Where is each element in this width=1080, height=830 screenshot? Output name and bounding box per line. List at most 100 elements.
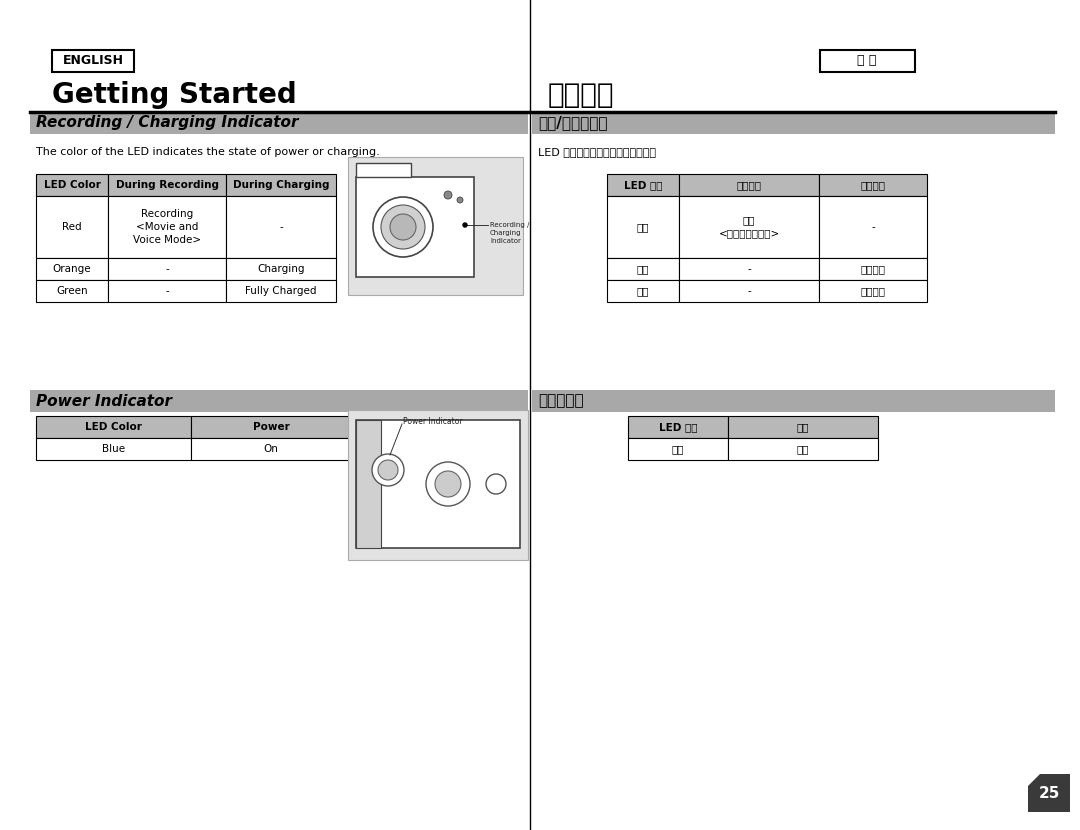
Text: LED Color: LED Color xyxy=(43,180,100,190)
Bar xyxy=(728,416,878,438)
Bar xyxy=(191,416,351,438)
Bar xyxy=(607,280,679,302)
Bar xyxy=(36,416,191,438)
Text: 紅色: 紅色 xyxy=(637,222,649,232)
Text: -: - xyxy=(279,222,283,232)
Bar xyxy=(226,196,336,258)
Bar xyxy=(108,174,226,196)
Bar xyxy=(36,258,108,280)
Text: 藍色: 藍色 xyxy=(672,444,685,454)
Text: 錄製期間: 錄製期間 xyxy=(737,180,761,190)
Text: -: - xyxy=(872,222,875,232)
Text: 臺 灣: 臺 灣 xyxy=(858,55,877,67)
Circle shape xyxy=(378,460,399,480)
Text: Orange: Orange xyxy=(53,264,92,274)
Bar xyxy=(356,177,474,277)
Text: Recording
<Movie and
Voice Mode>: Recording <Movie and Voice Mode> xyxy=(133,209,201,245)
Circle shape xyxy=(373,197,433,257)
Text: 充電期間: 充電期間 xyxy=(861,180,886,190)
Text: Blue: Blue xyxy=(102,444,125,454)
Text: Fully Charged: Fully Charged xyxy=(245,286,316,296)
Text: 綠色: 綠色 xyxy=(637,286,649,296)
Bar xyxy=(820,50,915,72)
Text: Power: Power xyxy=(253,422,289,432)
Circle shape xyxy=(381,205,426,249)
Bar xyxy=(819,280,927,302)
Text: During Recording: During Recording xyxy=(116,180,218,190)
Bar xyxy=(532,390,1055,412)
Bar xyxy=(348,410,528,560)
Bar xyxy=(36,438,191,460)
Text: LED Color: LED Color xyxy=(85,422,141,432)
Text: Red: Red xyxy=(63,222,82,232)
Text: The color of the LED indicates the state of power or charging.: The color of the LED indicates the state… xyxy=(36,147,380,157)
Text: -: - xyxy=(747,286,751,296)
Text: -: - xyxy=(165,264,168,274)
Text: Getting Started: Getting Started xyxy=(52,81,297,109)
Bar xyxy=(30,390,528,412)
Bar xyxy=(30,112,528,134)
Bar xyxy=(356,420,519,548)
Bar xyxy=(607,258,679,280)
Bar xyxy=(607,196,679,258)
Bar xyxy=(532,112,1055,134)
Circle shape xyxy=(435,471,461,497)
Bar xyxy=(226,174,336,196)
Bar xyxy=(36,174,108,196)
Bar xyxy=(627,438,728,460)
Circle shape xyxy=(457,197,463,203)
Text: Power Indicator: Power Indicator xyxy=(36,393,172,408)
Bar xyxy=(356,420,381,548)
Text: Recording / Charging Indicator: Recording / Charging Indicator xyxy=(36,115,298,130)
Bar xyxy=(679,258,819,280)
Text: 使用入門: 使用入門 xyxy=(548,81,615,109)
Text: -: - xyxy=(165,286,168,296)
Text: 橙色: 橙色 xyxy=(637,264,649,274)
Text: During Charging: During Charging xyxy=(233,180,329,190)
Bar xyxy=(36,196,108,258)
Bar xyxy=(108,280,226,302)
Text: LED 顏色: LED 顏色 xyxy=(659,422,698,432)
Circle shape xyxy=(444,191,453,199)
Circle shape xyxy=(426,462,470,506)
Text: 25: 25 xyxy=(1038,785,1059,800)
Bar xyxy=(679,196,819,258)
Bar xyxy=(226,258,336,280)
Bar xyxy=(108,196,226,258)
Text: 錄製/充電指示器: 錄製/充電指示器 xyxy=(538,115,607,130)
Circle shape xyxy=(372,454,404,486)
Text: 完全充電: 完全充電 xyxy=(861,286,886,296)
Bar xyxy=(819,258,927,280)
Circle shape xyxy=(463,223,467,227)
Text: Green: Green xyxy=(56,286,87,296)
Bar xyxy=(607,174,679,196)
Text: 電源指示器: 電源指示器 xyxy=(538,393,583,408)
Bar xyxy=(819,174,927,196)
Bar xyxy=(356,163,411,177)
Text: Charging: Charging xyxy=(257,264,305,274)
Text: ENGLISH: ENGLISH xyxy=(63,55,123,67)
Bar xyxy=(819,196,927,258)
Bar xyxy=(108,258,226,280)
Text: 正在充電: 正在充電 xyxy=(861,264,886,274)
Bar xyxy=(226,280,336,302)
Text: Recording /
Charging
Indicator: Recording / Charging Indicator xyxy=(490,222,529,244)
Bar xyxy=(348,157,523,295)
Text: LED 顏色: LED 顏色 xyxy=(624,180,662,190)
Polygon shape xyxy=(1028,774,1040,786)
Text: 開啟: 開啟 xyxy=(797,444,809,454)
Text: 錄製
<影片和語音模式>: 錄製 <影片和語音模式> xyxy=(718,216,780,238)
Bar xyxy=(627,416,728,438)
Text: 電源: 電源 xyxy=(797,422,809,432)
Bar xyxy=(728,438,878,460)
Bar xyxy=(679,174,819,196)
Bar xyxy=(191,438,351,460)
Bar xyxy=(36,280,108,302)
Circle shape xyxy=(486,474,507,494)
Bar xyxy=(52,50,134,72)
Text: On: On xyxy=(264,444,279,454)
Polygon shape xyxy=(1028,774,1070,812)
Circle shape xyxy=(390,214,416,240)
Text: -: - xyxy=(747,264,751,274)
Text: LED 的顏色標示電源或充電的狀態。: LED 的顏色標示電源或充電的狀態。 xyxy=(538,147,656,157)
